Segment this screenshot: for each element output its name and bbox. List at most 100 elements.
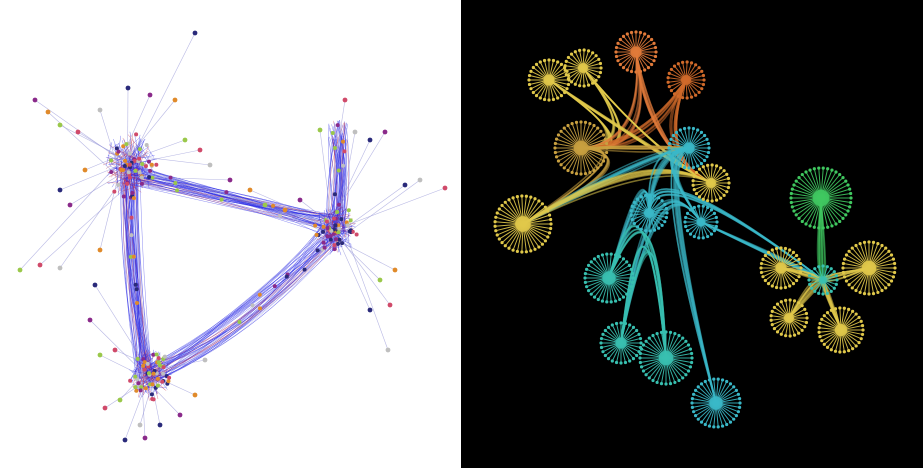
network-node <box>324 219 329 224</box>
network-edge <box>121 161 153 375</box>
network-node <box>97 107 103 113</box>
cluster-leaf-node <box>876 290 880 295</box>
cluster-leaf-node <box>850 246 854 250</box>
cluster-leaf-node <box>825 265 829 269</box>
cluster-leaf-node <box>569 80 574 84</box>
cluster-leaf-node <box>813 267 817 271</box>
cluster-leaf-node <box>734 414 739 418</box>
cluster-leaf-node <box>689 61 694 65</box>
cluster-leaf-node <box>585 267 589 271</box>
cluster-leaf-node <box>705 137 709 141</box>
cluster-leaf-node <box>621 66 626 70</box>
cluster-leaf-node <box>654 50 658 54</box>
cluster-leaf-node <box>763 278 767 283</box>
cluster-leaf-node <box>635 353 639 358</box>
network-edge <box>338 122 347 230</box>
cluster-leaf-node <box>817 330 821 334</box>
radial-cluster <box>493 194 553 254</box>
cluster-leaf-node <box>699 162 704 166</box>
network-node <box>151 352 156 357</box>
cluster-leaf-node <box>703 379 707 384</box>
cluster-leaf-node <box>697 236 701 240</box>
cluster-leaf-node <box>570 170 574 175</box>
cluster-leaf-node <box>854 312 858 316</box>
cluster-leaf-node <box>712 229 717 233</box>
cluster-leaf-node <box>779 332 783 336</box>
network-edge <box>84 151 130 171</box>
network-node <box>142 435 148 441</box>
network-node <box>161 371 166 376</box>
network-node <box>162 354 167 359</box>
network-node <box>157 422 163 428</box>
network-edge <box>105 155 125 169</box>
network-node <box>335 123 340 128</box>
cluster-leaf-node <box>690 405 695 410</box>
network-node <box>133 282 138 287</box>
network-node <box>112 347 118 353</box>
cluster-leaf-node <box>697 167 702 171</box>
cluster-leaf-node <box>605 252 609 256</box>
cluster-leaf-node <box>849 196 853 200</box>
cluster-leaf-node <box>629 285 633 289</box>
network-node <box>150 382 155 387</box>
cluster-leaf-node <box>692 410 696 414</box>
cluster-leaf-node <box>693 414 698 418</box>
network-node <box>332 247 337 252</box>
radial-cluster <box>691 163 731 203</box>
cluster-leaf-node <box>603 328 607 333</box>
network-node <box>350 229 355 234</box>
cluster-leaf-node <box>564 59 568 63</box>
network-node <box>336 223 341 228</box>
cluster-leaf-node <box>808 168 812 172</box>
cluster-leaf-node <box>728 382 733 386</box>
radial-cluster <box>759 246 803 290</box>
cluster-leaf-node <box>625 292 629 296</box>
network-node <box>271 203 276 208</box>
cluster-leaf-node <box>794 213 798 217</box>
cluster-leaf-node <box>820 317 824 321</box>
cluster-leaf-node <box>598 70 603 75</box>
network-edge <box>159 238 332 375</box>
cluster-leaf-node <box>691 183 695 187</box>
network-node <box>331 231 336 236</box>
cluster-leaf-node <box>598 61 603 66</box>
radial-cluster <box>807 264 839 296</box>
cluster-leaf-node <box>701 204 705 208</box>
network-node <box>145 361 150 366</box>
network-node <box>314 232 319 237</box>
cluster-leaf-node <box>613 253 618 257</box>
network-node <box>143 164 148 169</box>
cluster-leaf-node <box>712 425 716 429</box>
network-edge <box>141 177 323 226</box>
network-node <box>129 215 134 220</box>
network-node <box>322 245 327 250</box>
network-node <box>139 385 144 390</box>
cluster-leaf-node <box>794 179 798 183</box>
cluster-leaf-node <box>697 66 701 70</box>
cluster-leaf-node <box>690 351 694 356</box>
cluster-leaf-node <box>663 220 667 224</box>
cluster-leaf-node <box>653 45 658 50</box>
cluster-leaf-node <box>784 334 788 338</box>
cluster-leaf-node <box>524 250 528 254</box>
cluster-leaf-node <box>610 323 614 327</box>
network-node <box>168 175 173 180</box>
network-node <box>367 137 373 143</box>
cluster-leaf-node <box>692 174 696 178</box>
network-node <box>116 149 121 154</box>
cluster-leaf-node <box>618 297 622 302</box>
cluster-leaf-node <box>589 292 593 296</box>
cluster-leaf-node <box>497 237 501 241</box>
network-edge <box>127 166 151 363</box>
cluster-leaf-node <box>889 279 894 283</box>
cluster-leaf-node <box>614 360 619 365</box>
cluster-leaf-node <box>706 199 710 203</box>
network-node <box>341 139 346 144</box>
cluster-leaf-node <box>838 350 842 354</box>
network-node <box>151 371 156 376</box>
network-node <box>302 267 307 272</box>
cluster-leaf-node <box>601 350 605 354</box>
cluster-leaf-node <box>630 280 635 285</box>
cluster-leaf-node <box>797 301 801 305</box>
radial-cluster <box>690 377 742 429</box>
